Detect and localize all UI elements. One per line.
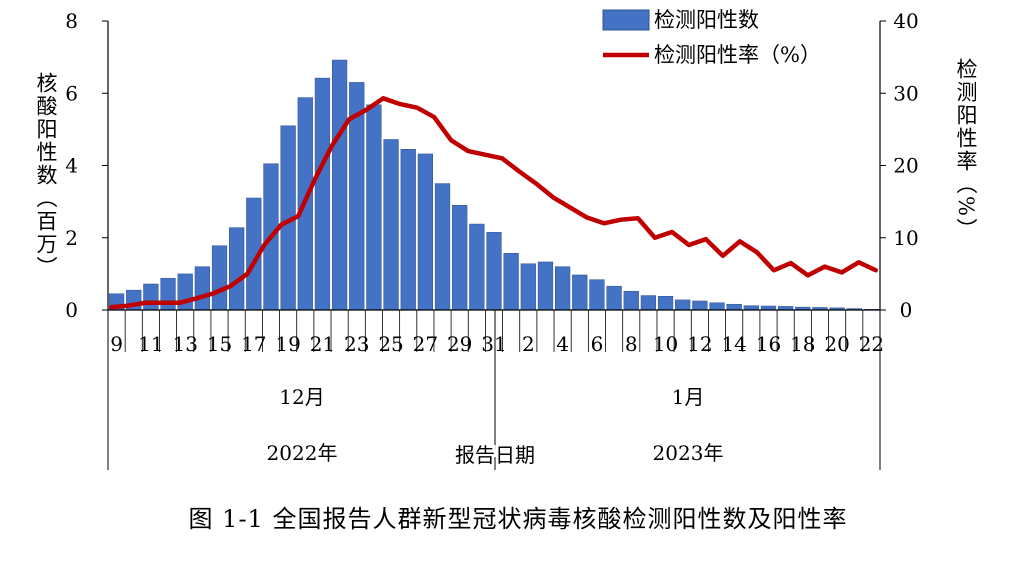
bar	[434, 183, 451, 311]
x-tick-label: 18	[790, 332, 815, 356]
right-y-tick-label: 30	[893, 81, 918, 105]
x-tick-label: 4	[556, 332, 569, 356]
bar	[143, 283, 159, 311]
right-y-tick-label: 10	[893, 226, 918, 250]
left-y-tick-label: 4	[65, 154, 78, 178]
x-tick-label: 17	[241, 332, 266, 356]
bar	[743, 305, 759, 311]
legend-bar-label: 检测阳性数	[654, 8, 759, 32]
x-tick-label: 25	[378, 332, 403, 356]
x-tick-label: 27	[413, 332, 438, 356]
x-tick-label: 8	[625, 332, 638, 356]
bar	[675, 299, 691, 311]
x-tick-label: 22	[859, 332, 884, 356]
x-tick-label: 2	[522, 332, 535, 356]
x-tick-label: 11	[138, 332, 163, 356]
x-tick-label: 9	[110, 332, 123, 356]
x-axis-title: 报告日期	[455, 443, 535, 467]
x-tick-label: 15	[207, 332, 232, 356]
bar	[520, 263, 536, 311]
month-label-dec: 12月	[279, 385, 324, 409]
bar	[537, 261, 554, 311]
left-y-axis-title: 核酸阳性数（百万）	[34, 72, 58, 279]
bar	[692, 300, 708, 311]
bar	[606, 285, 622, 311]
bar	[211, 245, 228, 311]
right-y-tick-label: 40	[893, 9, 918, 33]
bar	[486, 232, 502, 311]
x-tick-label: 29	[447, 332, 472, 356]
bar	[194, 266, 210, 311]
bar	[229, 227, 245, 311]
x-tick-label: 10	[653, 332, 678, 356]
legend-bar-swatch	[602, 9, 650, 31]
bar	[366, 104, 382, 311]
line-series-positive-rate	[109, 96, 878, 310]
right-y-tick-label: 20	[893, 154, 918, 178]
left-y-tick-label: 8	[65, 9, 78, 33]
bar	[417, 153, 433, 311]
bar	[160, 277, 176, 311]
bar	[469, 223, 485, 311]
x-tick-label: 31	[481, 332, 506, 356]
year-label-2023: 2023年	[653, 441, 724, 465]
x-tick-label: 6	[591, 332, 604, 356]
legend-line-label: 检测阳性率（%）	[654, 43, 821, 67]
x-tick-label: 20	[824, 332, 849, 356]
left-y-tick-label: 0	[65, 298, 78, 322]
month-label-jan: 1月	[672, 385, 705, 409]
figure-caption: 图 1-1 全国报告人群新型冠状病毒核酸检测阳性数及阳性率	[189, 505, 848, 533]
bar	[726, 303, 742, 311]
bar	[640, 295, 657, 311]
bar-series-positive-count	[108, 59, 880, 311]
x-tick-label: 14	[721, 332, 746, 356]
bar	[709, 302, 725, 311]
x-tick-label: 23	[344, 332, 369, 356]
bar	[452, 204, 468, 311]
right-y-tick-label: 0	[900, 298, 913, 322]
x-tick-label: 21	[310, 332, 335, 356]
bar	[503, 253, 519, 311]
right-y-ticks: 0 10 20 30 40	[880, 9, 919, 322]
x-tick-label: 16	[756, 332, 781, 356]
x-ticks: 9 11 13 15 17 19 21 23 25 27 29 31 2 4 6 8 10 12 14 16 18 20 2…	[107, 310, 884, 356]
year-label-2022: 2022年	[267, 441, 338, 465]
bar	[589, 279, 605, 311]
x-tick-label: 19	[275, 332, 300, 356]
x-tick-label: 12	[687, 332, 712, 356]
legend: 检测阳性数 检测阳性率（%）	[602, 8, 821, 67]
bar	[555, 266, 571, 311]
bar	[657, 296, 674, 311]
bar	[572, 274, 588, 311]
left-y-tick-label: 6	[65, 81, 78, 105]
left-y-tick-label: 2	[65, 226, 78, 250]
bar	[383, 139, 399, 311]
bar	[331, 59, 348, 311]
bar	[400, 148, 416, 311]
x-tick-label: 13	[172, 332, 197, 356]
right-y-axis-title: 检测阳性率（%）	[954, 58, 978, 241]
left-y-ticks: 0 2 4 6 8	[65, 9, 108, 322]
bar	[314, 77, 331, 311]
bar	[623, 290, 639, 311]
